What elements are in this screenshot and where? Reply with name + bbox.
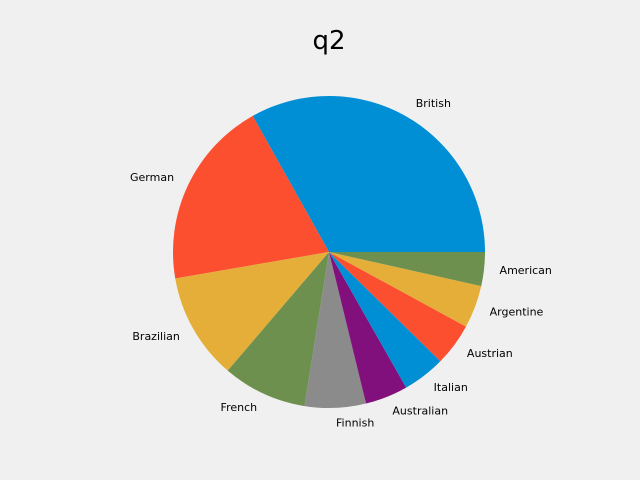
pie-slice-finnish — [304, 252, 367, 408]
pie-slices — [172, 96, 485, 408]
pie-slice-austrian — [329, 252, 467, 362]
pie-slice-argentine — [329, 252, 482, 327]
pie-slice-brazilian — [175, 252, 329, 371]
slice-label-brazilian: Brazilian — [132, 330, 179, 343]
slice-label-american: American — [500, 264, 552, 277]
slice-label-australian: Australian — [392, 404, 448, 417]
slice-label-german: German — [130, 171, 174, 184]
slice-labels: British German Brazilian French Finnish Austr… — [130, 97, 552, 430]
pie-slice-german — [172, 115, 329, 279]
slice-label-british: British — [416, 97, 451, 110]
chart-title: q2 — [312, 26, 345, 56]
pie-slice-french — [227, 252, 329, 407]
slice-label-argentine: Argentine — [490, 305, 544, 318]
pie-slice-american — [329, 252, 485, 287]
pie-slice-british — [252, 96, 485, 252]
slice-label-italian: Italian — [434, 381, 468, 394]
slice-label-austrian: Austrian — [467, 347, 513, 360]
pie-slice-italian — [329, 252, 441, 388]
slice-label-finnish: Finnish — [336, 416, 374, 429]
slice-label-french: French — [221, 401, 258, 414]
pie-slice-australian — [329, 252, 407, 404]
